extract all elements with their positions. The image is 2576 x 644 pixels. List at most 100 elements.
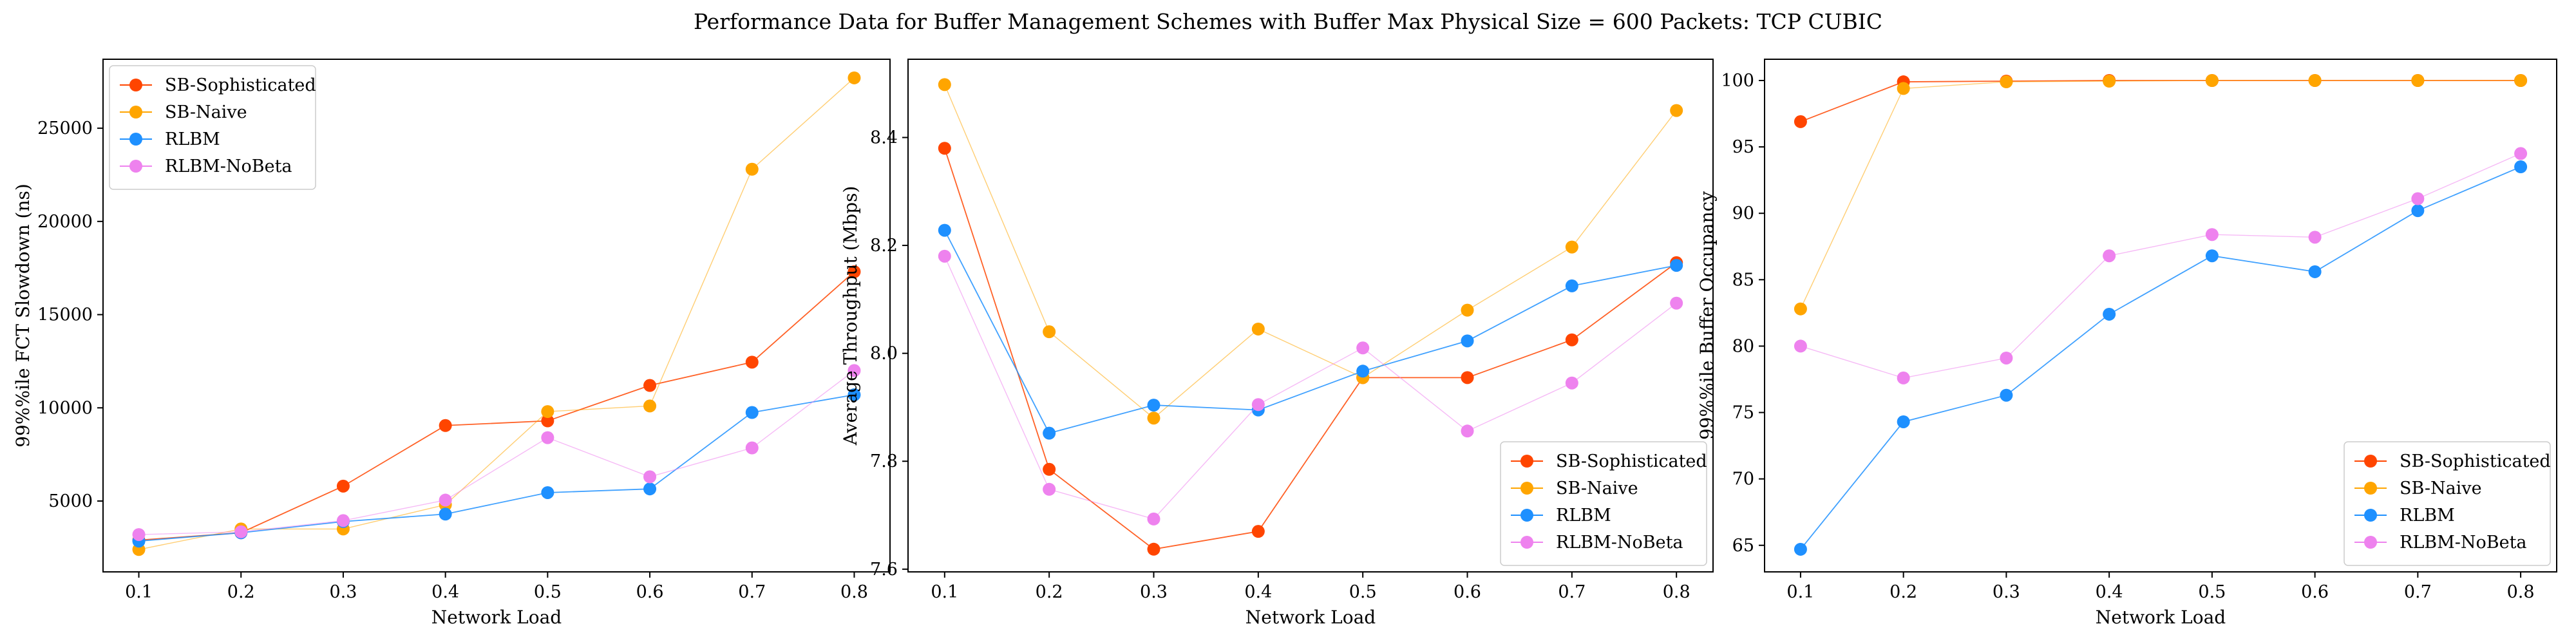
data-point-rlbm xyxy=(2205,249,2219,263)
axes-frame xyxy=(1764,59,2557,573)
x-tick-label: 0.8 xyxy=(1663,582,1690,602)
y-axis-label: 99%%ile Buffer Occupancy xyxy=(1696,191,1718,440)
legend-label: RLBM-NoBeta xyxy=(2400,533,2527,553)
x-tick-label: 0.2 xyxy=(1036,582,1063,602)
legend-swatch-marker xyxy=(2364,509,2377,522)
data-point-rlbm xyxy=(1461,334,1474,348)
data-point-rlbm xyxy=(541,486,554,499)
data-point-rlbm xyxy=(2000,388,2013,402)
data-point-rlbm-nobeta xyxy=(1251,398,1265,412)
data-point-rlbm xyxy=(1670,259,1683,272)
data-point-sb-naive xyxy=(2205,73,2219,87)
legend-swatch-marker xyxy=(129,133,142,146)
data-point-rlbm xyxy=(1897,415,1910,428)
data-point-sb-naive xyxy=(1670,104,1683,117)
x-tick-label: 0.7 xyxy=(1558,582,1586,602)
data-point-rlbm xyxy=(745,406,759,419)
data-point-rlbm-nobeta xyxy=(234,525,248,538)
data-point-rlbm-nobeta xyxy=(1461,424,1474,438)
x-tick-label: 0.1 xyxy=(931,582,958,602)
x-axis-label: Network Load xyxy=(2096,607,2226,628)
axes-frame xyxy=(907,59,1714,573)
data-point-rlbm xyxy=(2411,204,2425,218)
data-point-sb-sophisticated xyxy=(643,379,657,392)
data-point-rlbm-nobeta xyxy=(2411,192,2425,205)
legend-swatch-marker xyxy=(1520,509,1533,522)
data-point-sb-sophisticated xyxy=(745,355,759,369)
y-tick-label: 65 xyxy=(1732,536,1754,556)
y-axis-label: 99%%ile FCT Slowdown (ns) xyxy=(12,184,33,448)
series-line-sb-naive xyxy=(1800,80,2521,309)
data-point-sb-naive xyxy=(1147,412,1160,425)
data-point-rlbm xyxy=(1043,426,1056,440)
x-tick-label: 0.4 xyxy=(2096,582,2123,602)
legend-swatch-marker xyxy=(129,106,142,118)
x-tick-label: 0.1 xyxy=(1786,582,1814,602)
data-point-sb-naive xyxy=(1897,82,1910,95)
x-tick-label: 0.8 xyxy=(2507,582,2535,602)
x-tick-label: 0.5 xyxy=(1349,582,1377,602)
legend-swatch-marker xyxy=(1520,455,1533,468)
data-point-rlbm-nobeta xyxy=(1794,339,1807,353)
data-point-rlbm-nobeta xyxy=(745,441,759,455)
x-tick-label: 0.6 xyxy=(2301,582,2329,602)
x-tick-label: 0.2 xyxy=(1889,582,1917,602)
y-tick-label: 20000 xyxy=(37,212,93,232)
data-point-sb-sophisticated xyxy=(1147,542,1160,556)
data-point-rlbm-nobeta xyxy=(336,514,350,527)
data-point-rlbm-nobeta xyxy=(439,493,452,507)
y-tick-label: 75 xyxy=(1732,403,1754,423)
legend-swatch-marker xyxy=(2364,536,2377,549)
y-tick-label: 7.8 xyxy=(870,451,898,471)
series-line-sb-sophisticated xyxy=(138,271,855,541)
data-point-rlbm-nobeta xyxy=(132,528,146,542)
data-point-sb-sophisticated xyxy=(541,414,554,428)
series-line-rlbm xyxy=(944,230,1677,434)
legend-box xyxy=(109,65,316,190)
y-tick-label: 95 xyxy=(1732,137,1754,157)
x-tick-label: 0.1 xyxy=(125,582,153,602)
legend-label: RLBM xyxy=(2400,506,2455,526)
data-point-rlbm xyxy=(938,223,951,237)
x-tick-label: 0.6 xyxy=(1454,582,1481,602)
x-tick-label: 0.4 xyxy=(431,582,459,602)
data-point-sb-sophisticated xyxy=(336,479,350,493)
series-line-rlbm-nobeta xyxy=(944,256,1677,520)
y-tick-label: 8.2 xyxy=(870,236,898,256)
data-point-rlbm xyxy=(1147,399,1160,412)
data-point-sb-sophisticated xyxy=(1043,462,1056,476)
y-tick-label: 7.6 xyxy=(870,560,898,580)
data-point-sb-naive xyxy=(745,162,759,176)
y-tick-label: 80 xyxy=(1732,336,1754,356)
data-point-rlbm-nobeta xyxy=(1670,296,1683,310)
legend-label: RLBM-NoBeta xyxy=(1556,533,1683,553)
legend-label: SB-Naive xyxy=(2400,478,2482,498)
data-point-sb-naive xyxy=(2103,75,2116,88)
data-point-rlbm xyxy=(2514,160,2528,174)
x-tick-label: 0.3 xyxy=(1993,582,2020,602)
legend: SB-Sophisticated SB-Naive RLBM RLBM-NoBeta xyxy=(1500,441,1707,566)
y-tick-label: 100 xyxy=(1721,71,1754,91)
data-point-sb-sophisticated xyxy=(1251,525,1265,538)
data-point-rlbm-nobeta xyxy=(2103,249,2116,263)
data-point-rlbm xyxy=(2103,307,2116,321)
data-point-rlbm-nobeta xyxy=(938,249,951,263)
legend-label: SB-Sophisticated xyxy=(2400,451,2551,471)
legend-label: SB-Naive xyxy=(165,102,247,122)
x-tick-label: 0.7 xyxy=(738,582,766,602)
legend-label: RLBM-NoBeta xyxy=(165,156,292,176)
y-tick-label: 90 xyxy=(1732,204,1754,223)
y-tick-label: 8.4 xyxy=(870,128,898,147)
x-tick-label: 0.8 xyxy=(840,582,868,602)
x-tick-label: 0.5 xyxy=(2198,582,2226,602)
y-tick-label: 5000 xyxy=(48,491,93,511)
figure-title: Performance Data for Buffer Management S… xyxy=(693,9,1883,34)
legend: SB-Sophisticated SB-Naive RLBM RLBM-NoBeta xyxy=(109,65,316,190)
series-line-sb-naive xyxy=(138,77,855,550)
data-point-rlbm-nobeta xyxy=(2205,228,2219,242)
data-point-sb-naive xyxy=(848,71,861,84)
data-point-rlbm-nobeta xyxy=(2308,231,2322,244)
